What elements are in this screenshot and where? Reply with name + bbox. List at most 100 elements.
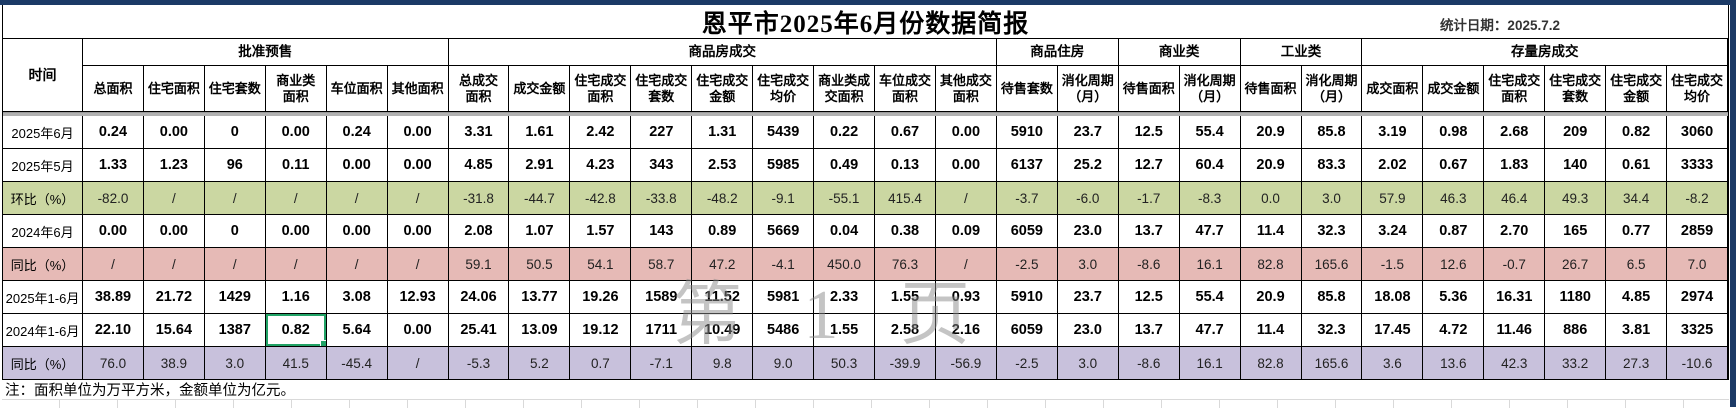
column-header[interactable]: 待售面积 bbox=[1240, 66, 1302, 112]
row-label[interactable]: 环比（%） bbox=[3, 182, 83, 215]
data-cell[interactable]: 227 bbox=[631, 116, 693, 149]
data-cell[interactable]: 0.7 bbox=[570, 347, 632, 380]
data-cell[interactable]: 2.42 bbox=[570, 116, 632, 149]
data-cell[interactable]: 12.5 bbox=[1118, 281, 1180, 314]
data-cell[interactable]: 33.2 bbox=[1545, 347, 1607, 380]
data-cell[interactable]: 13.09 bbox=[509, 314, 571, 347]
data-cell[interactable]: 23.7 bbox=[1057, 281, 1119, 314]
data-cell[interactable]: 5910 bbox=[996, 281, 1058, 314]
data-cell[interactable]: 46.3 bbox=[1423, 182, 1485, 215]
data-cell[interactable]: 0.61 bbox=[1606, 149, 1668, 182]
data-cell[interactable]: 5.64 bbox=[326, 314, 388, 347]
data-cell[interactable]: 15.64 bbox=[143, 314, 205, 347]
data-cell[interactable]: 0.13 bbox=[875, 149, 936, 182]
data-cell[interactable]: 25.2 bbox=[1057, 149, 1119, 182]
data-cell[interactable]: 0.00 bbox=[387, 314, 449, 347]
data-cell[interactable]: 55.4 bbox=[1179, 116, 1241, 149]
row-label[interactable]: 2025年5月 bbox=[3, 149, 83, 182]
data-cell[interactable]: -2.5 bbox=[996, 347, 1058, 380]
data-cell[interactable]: -56.9 bbox=[935, 347, 997, 380]
data-cell[interactable]: 3.19 bbox=[1362, 116, 1424, 149]
data-cell[interactable]: 1.55 bbox=[814, 314, 876, 347]
data-cell[interactable]: 0.00 bbox=[387, 215, 449, 248]
data-cell[interactable]: 11.4 bbox=[1240, 314, 1302, 347]
column-header[interactable]: 住宅成交 金额 bbox=[692, 66, 754, 112]
data-cell[interactable]: 5985 bbox=[753, 149, 815, 182]
data-cell[interactable]: 1180 bbox=[1545, 281, 1607, 314]
data-cell[interactable]: 23.0 bbox=[1057, 215, 1119, 248]
data-cell[interactable]: 3.0 bbox=[1301, 182, 1363, 215]
data-cell[interactable]: 165.6 bbox=[1301, 347, 1363, 380]
column-header[interactable]: 住宅成交 均价 bbox=[1667, 66, 1728, 112]
data-cell[interactable]: 10.49 bbox=[692, 314, 754, 347]
data-cell[interactable]: / bbox=[265, 182, 327, 215]
column-header[interactable]: 住宅套数 bbox=[204, 66, 266, 112]
data-cell[interactable]: / bbox=[143, 182, 205, 215]
data-cell[interactable]: 0.00 bbox=[83, 215, 144, 248]
data-cell[interactable]: 22.10 bbox=[83, 314, 144, 347]
data-cell[interactable]: / bbox=[143, 248, 205, 281]
data-cell[interactable]: 16.31 bbox=[1484, 281, 1546, 314]
data-cell[interactable]: 23.7 bbox=[1057, 116, 1119, 149]
data-cell[interactable]: 0.67 bbox=[875, 116, 936, 149]
data-cell[interactable]: / bbox=[387, 182, 449, 215]
data-cell[interactable]: 0.00 bbox=[935, 116, 997, 149]
data-cell[interactable]: 20.9 bbox=[1240, 281, 1302, 314]
data-cell[interactable]: 0.11 bbox=[265, 149, 327, 182]
data-cell[interactable]: 0 bbox=[204, 116, 266, 149]
data-cell[interactable]: 59.1 bbox=[448, 248, 510, 281]
data-cell[interactable]: 143 bbox=[631, 215, 693, 248]
data-cell[interactable]: 12.7 bbox=[1118, 149, 1180, 182]
data-cell[interactable]: 25.41 bbox=[448, 314, 510, 347]
data-cell[interactable]: 18.08 bbox=[1362, 281, 1424, 314]
data-cell[interactable]: 54.1 bbox=[570, 248, 632, 281]
data-cell[interactable]: 85.8 bbox=[1301, 281, 1363, 314]
data-cell[interactable]: / bbox=[326, 248, 388, 281]
data-cell[interactable]: 55.4 bbox=[1179, 281, 1241, 314]
column-header[interactable]: 总面积 bbox=[83, 66, 144, 112]
column-group-header[interactable]: 商品房成交 bbox=[448, 39, 997, 66]
data-cell[interactable]: 3.24 bbox=[1362, 215, 1424, 248]
data-cell[interactable]: 85.8 bbox=[1301, 116, 1363, 149]
data-cell[interactable]: 4.23 bbox=[570, 149, 632, 182]
data-cell[interactable]: 19.26 bbox=[570, 281, 632, 314]
row-label[interactable]: 2024年6月 bbox=[3, 215, 83, 248]
data-cell[interactable]: 0.82 bbox=[1606, 116, 1668, 149]
data-cell[interactable]: 76.3 bbox=[875, 248, 936, 281]
column-header[interactable]: 商业类成 交面积 bbox=[814, 66, 876, 112]
data-cell[interactable]: 11.52 bbox=[692, 281, 754, 314]
data-cell[interactable]: / bbox=[204, 182, 266, 215]
data-cell[interactable]: 27.3 bbox=[1606, 347, 1668, 380]
data-cell[interactable]: -45.4 bbox=[326, 347, 388, 380]
data-cell[interactable]: 2.53 bbox=[692, 149, 754, 182]
data-cell[interactable]: 12.6 bbox=[1423, 248, 1485, 281]
data-cell[interactable]: -42.8 bbox=[570, 182, 632, 215]
data-cell[interactable]: -8.3 bbox=[1179, 182, 1241, 215]
data-cell[interactable]: / bbox=[83, 248, 144, 281]
data-cell[interactable]: 3.0 bbox=[1057, 347, 1119, 380]
data-cell[interactable]: 0.00 bbox=[143, 116, 205, 149]
data-cell[interactable]: 450.0 bbox=[814, 248, 876, 281]
data-cell[interactable]: 13.6 bbox=[1423, 347, 1485, 380]
data-cell[interactable]: -55.1 bbox=[814, 182, 876, 215]
data-cell[interactable]: -8.2 bbox=[1667, 182, 1728, 215]
column-header[interactable]: 成交面积 bbox=[1362, 66, 1424, 112]
data-cell[interactable]: 50.5 bbox=[509, 248, 571, 281]
data-cell[interactable]: 343 bbox=[631, 149, 693, 182]
data-cell[interactable]: 23.0 bbox=[1057, 314, 1119, 347]
data-cell[interactable]: 4.72 bbox=[1423, 314, 1485, 347]
data-cell[interactable]: 0.00 bbox=[143, 215, 205, 248]
column-header[interactable]: 其他面积 bbox=[387, 66, 449, 112]
data-cell[interactable]: 0.00 bbox=[387, 116, 449, 149]
data-cell[interactable]: -48.2 bbox=[692, 182, 754, 215]
data-cell[interactable]: -5.3 bbox=[448, 347, 510, 380]
data-cell[interactable]: 47.2 bbox=[692, 248, 754, 281]
data-cell[interactable]: 5486 bbox=[753, 314, 815, 347]
row-label[interactable]: 2025年6月 bbox=[3, 116, 83, 149]
data-cell[interactable]: -1.7 bbox=[1118, 182, 1180, 215]
data-cell[interactable]: 2.08 bbox=[448, 215, 510, 248]
data-cell[interactable]: 0 bbox=[204, 215, 266, 248]
data-cell[interactable]: 32.3 bbox=[1301, 314, 1363, 347]
data-cell[interactable]: 0.00 bbox=[265, 116, 327, 149]
data-cell[interactable]: 1.33 bbox=[83, 149, 144, 182]
